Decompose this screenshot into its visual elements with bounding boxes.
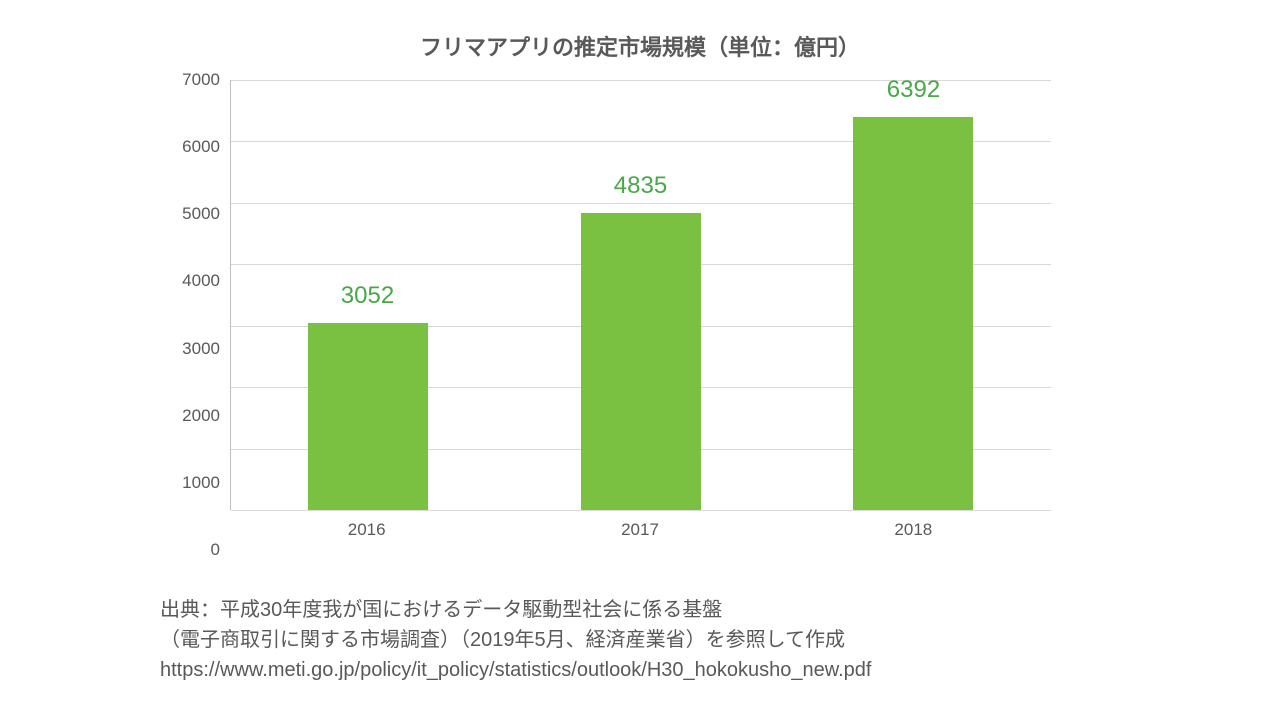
citation-line: （電子商取引に関する市場調査）（2019年5月、経済産業省）を参照して作成 <box>160 625 871 655</box>
bar-2016 <box>308 323 428 510</box>
chart-area: 3052 4835 6392 7000 6000 5000 4000 3000 … <box>230 80 1050 550</box>
y-tick-label: 6000 <box>160 137 220 157</box>
x-tick-label: 2017 <box>590 520 690 540</box>
plot-area: 3052 4835 6392 <box>230 80 1050 510</box>
citation-block: 出典：平成30年度我が国におけるデータ駆動型社会に係る基盤 （電子商取引に関する… <box>160 595 871 685</box>
y-tick-label: 5000 <box>160 204 220 224</box>
y-tick-label: 3000 <box>160 339 220 359</box>
data-label: 3052 <box>288 282 448 310</box>
y-tick-label: 1000 <box>160 473 220 493</box>
y-tick-label: 7000 <box>160 70 220 90</box>
chart-title: フリマアプリの推定市場規模（単位：億円） <box>0 30 1280 62</box>
y-tick-label: 2000 <box>160 406 220 426</box>
bar-2018 <box>853 117 973 510</box>
x-tick-label: 2018 <box>863 520 963 540</box>
citation-line: 出典：平成30年度我が国におけるデータ駆動型社会に係る基盤 <box>160 595 871 625</box>
y-tick-label: 0 <box>160 540 220 560</box>
data-label: 6392 <box>833 76 993 104</box>
gridline <box>231 510 1051 511</box>
x-tick-label: 2016 <box>317 520 417 540</box>
bar-2017 <box>581 213 701 510</box>
y-tick-label: 4000 <box>160 271 220 291</box>
data-label: 4835 <box>561 172 721 200</box>
citation-line: https://www.meti.go.jp/policy/it_policy/… <box>160 655 871 685</box>
